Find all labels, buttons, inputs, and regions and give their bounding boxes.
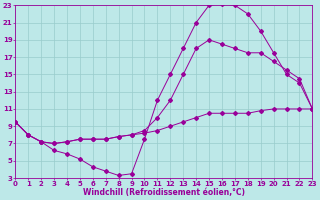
X-axis label: Windchill (Refroidissement éolien,°C): Windchill (Refroidissement éolien,°C) <box>83 188 245 197</box>
